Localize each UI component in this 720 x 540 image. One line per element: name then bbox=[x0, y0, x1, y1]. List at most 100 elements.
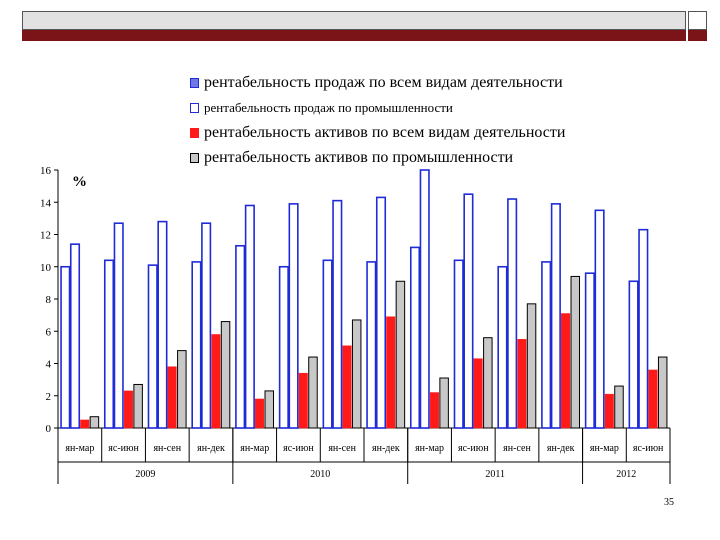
bar-blue-outline-5 bbox=[288, 203, 299, 429]
bar-blue-outline-9 bbox=[463, 193, 474, 429]
blue-fill-icon bbox=[190, 77, 199, 88]
bar-red-3 bbox=[211, 334, 221, 429]
bar-gray-8 bbox=[439, 377, 449, 429]
y-tick-label: 2 bbox=[46, 391, 52, 403]
bar-blue-filled-4 bbox=[235, 244, 246, 429]
bar-gray-7 bbox=[395, 280, 406, 429]
bar-blue-outline-8 bbox=[419, 169, 430, 429]
category-label: яс-июн bbox=[458, 443, 489, 454]
bar-gray-0 bbox=[89, 416, 100, 429]
bar-blue-outline-2 bbox=[157, 220, 168, 429]
y-tick-label: 4 bbox=[46, 359, 52, 371]
bar-blue-filled-9 bbox=[453, 259, 464, 429]
legend-label: рентабельность активов по всем видам дея… bbox=[204, 123, 566, 141]
bar-blue-outline-7 bbox=[375, 196, 387, 429]
category-label: яс-июн bbox=[108, 443, 139, 454]
bar-blue-filled-13 bbox=[628, 280, 639, 429]
y-tick-label: 14 bbox=[40, 197, 52, 209]
bar-blue-filled-5 bbox=[278, 265, 289, 429]
legend-label: рентабельность продаж по промышленности bbox=[204, 99, 453, 115]
bar-blue-filled-2 bbox=[147, 264, 158, 429]
bar-red-12 bbox=[604, 393, 614, 429]
category-label: ян-мар bbox=[240, 443, 269, 454]
bar-gray-1 bbox=[133, 383, 143, 429]
bar-red-0 bbox=[80, 419, 90, 429]
y-tick-label: 8 bbox=[46, 294, 52, 306]
category-label: ян-сен bbox=[503, 443, 531, 454]
accent-bar bbox=[22, 30, 686, 41]
header-square bbox=[688, 11, 707, 30]
accent-square bbox=[688, 30, 707, 41]
bar-gray-2 bbox=[177, 350, 187, 429]
bar-red-5 bbox=[298, 372, 308, 429]
bar-blue-outline-10 bbox=[507, 198, 518, 429]
red-square-icon bbox=[190, 127, 199, 138]
legend-item: рентабельность активов по всем видам дея… bbox=[190, 120, 565, 145]
bar-red-6 bbox=[342, 345, 352, 429]
page-number: 35 bbox=[664, 497, 674, 508]
legend-label: рентабельность продаж по всем видам деят… bbox=[204, 73, 563, 91]
y-tick-label: 12 bbox=[40, 230, 51, 242]
blue-outline-icon bbox=[190, 102, 199, 113]
bar-blue-outline-0 bbox=[69, 243, 81, 429]
chart-legend: рентабельность продаж по всем видам деят… bbox=[190, 70, 565, 170]
y-tick-label: 0 bbox=[46, 423, 52, 435]
bar-red-11 bbox=[561, 313, 571, 429]
legend-item: рентабельность продаж по промышленности bbox=[190, 95, 565, 120]
category-label: яс-июн bbox=[633, 443, 664, 454]
year-label: 2010 bbox=[310, 469, 330, 480]
bar-gray-9 bbox=[483, 337, 493, 429]
category-label: ян-мар bbox=[415, 443, 444, 454]
category-label: ян-сен bbox=[328, 443, 356, 454]
bar-blue-outline-3 bbox=[201, 222, 212, 429]
legend-label: рентабельность активов по промышленности bbox=[204, 148, 514, 166]
bar-red-1 bbox=[123, 390, 133, 429]
bar-blue-outline-13 bbox=[638, 228, 649, 429]
bar-gray-11 bbox=[570, 275, 581, 429]
legend-item: рентабельность активов по промышленности bbox=[190, 145, 565, 170]
bar-red-10 bbox=[517, 339, 527, 429]
bar-red-4 bbox=[255, 398, 265, 429]
bar-blue-filled-10 bbox=[497, 265, 508, 429]
bar-blue-filled-6 bbox=[322, 259, 333, 429]
header-bar bbox=[22, 11, 686, 30]
y-tick-label: 16 bbox=[40, 165, 52, 177]
category-label: ян-сен bbox=[153, 443, 181, 454]
bar-blue-outline-1 bbox=[113, 222, 124, 429]
category-label: яс-июн bbox=[283, 443, 314, 454]
bar-blue-filled-7 bbox=[366, 261, 377, 429]
bar-blue-filled-12 bbox=[584, 272, 595, 429]
bar-blue-outline-12 bbox=[594, 209, 605, 429]
bar-red-9 bbox=[473, 358, 483, 429]
bar-gray-4 bbox=[264, 390, 275, 429]
year-label: 2009 bbox=[135, 469, 155, 480]
gray-square-icon bbox=[190, 152, 199, 163]
bar-gray-13 bbox=[657, 356, 668, 429]
bar-gray-5 bbox=[308, 356, 318, 429]
y-tick-label: 10 bbox=[40, 262, 52, 274]
category-label: ян-дек bbox=[197, 443, 225, 454]
bar-blue-filled-8 bbox=[409, 246, 421, 429]
bar-blue-outline-4 bbox=[244, 204, 255, 429]
bar-red-2 bbox=[167, 366, 177, 429]
category-label: ян-мар bbox=[65, 443, 94, 454]
bar-red-13 bbox=[648, 369, 658, 429]
bar-blue-filled-0 bbox=[60, 265, 71, 429]
y-tick-label: 6 bbox=[46, 326, 52, 338]
bar-gray-3 bbox=[220, 321, 231, 429]
bar-gray-10 bbox=[526, 303, 537, 429]
bar-blue-filled-3 bbox=[191, 261, 202, 429]
year-label: 2012 bbox=[616, 469, 636, 480]
legend-item: рентабельность продаж по всем видам деят… bbox=[190, 70, 565, 95]
year-label: 2011 bbox=[485, 469, 505, 480]
category-label: ян-дек bbox=[372, 443, 400, 454]
unit-label: % bbox=[72, 174, 87, 190]
bar-red-7 bbox=[386, 316, 396, 429]
category-label: ян-дек bbox=[547, 443, 575, 454]
bar-blue-outline-11 bbox=[550, 203, 561, 429]
bar-blue-outline-6 bbox=[332, 199, 343, 429]
bar-red-8 bbox=[429, 392, 439, 429]
bar-gray-12 bbox=[614, 385, 624, 429]
bar-blue-filled-1 bbox=[103, 259, 115, 429]
